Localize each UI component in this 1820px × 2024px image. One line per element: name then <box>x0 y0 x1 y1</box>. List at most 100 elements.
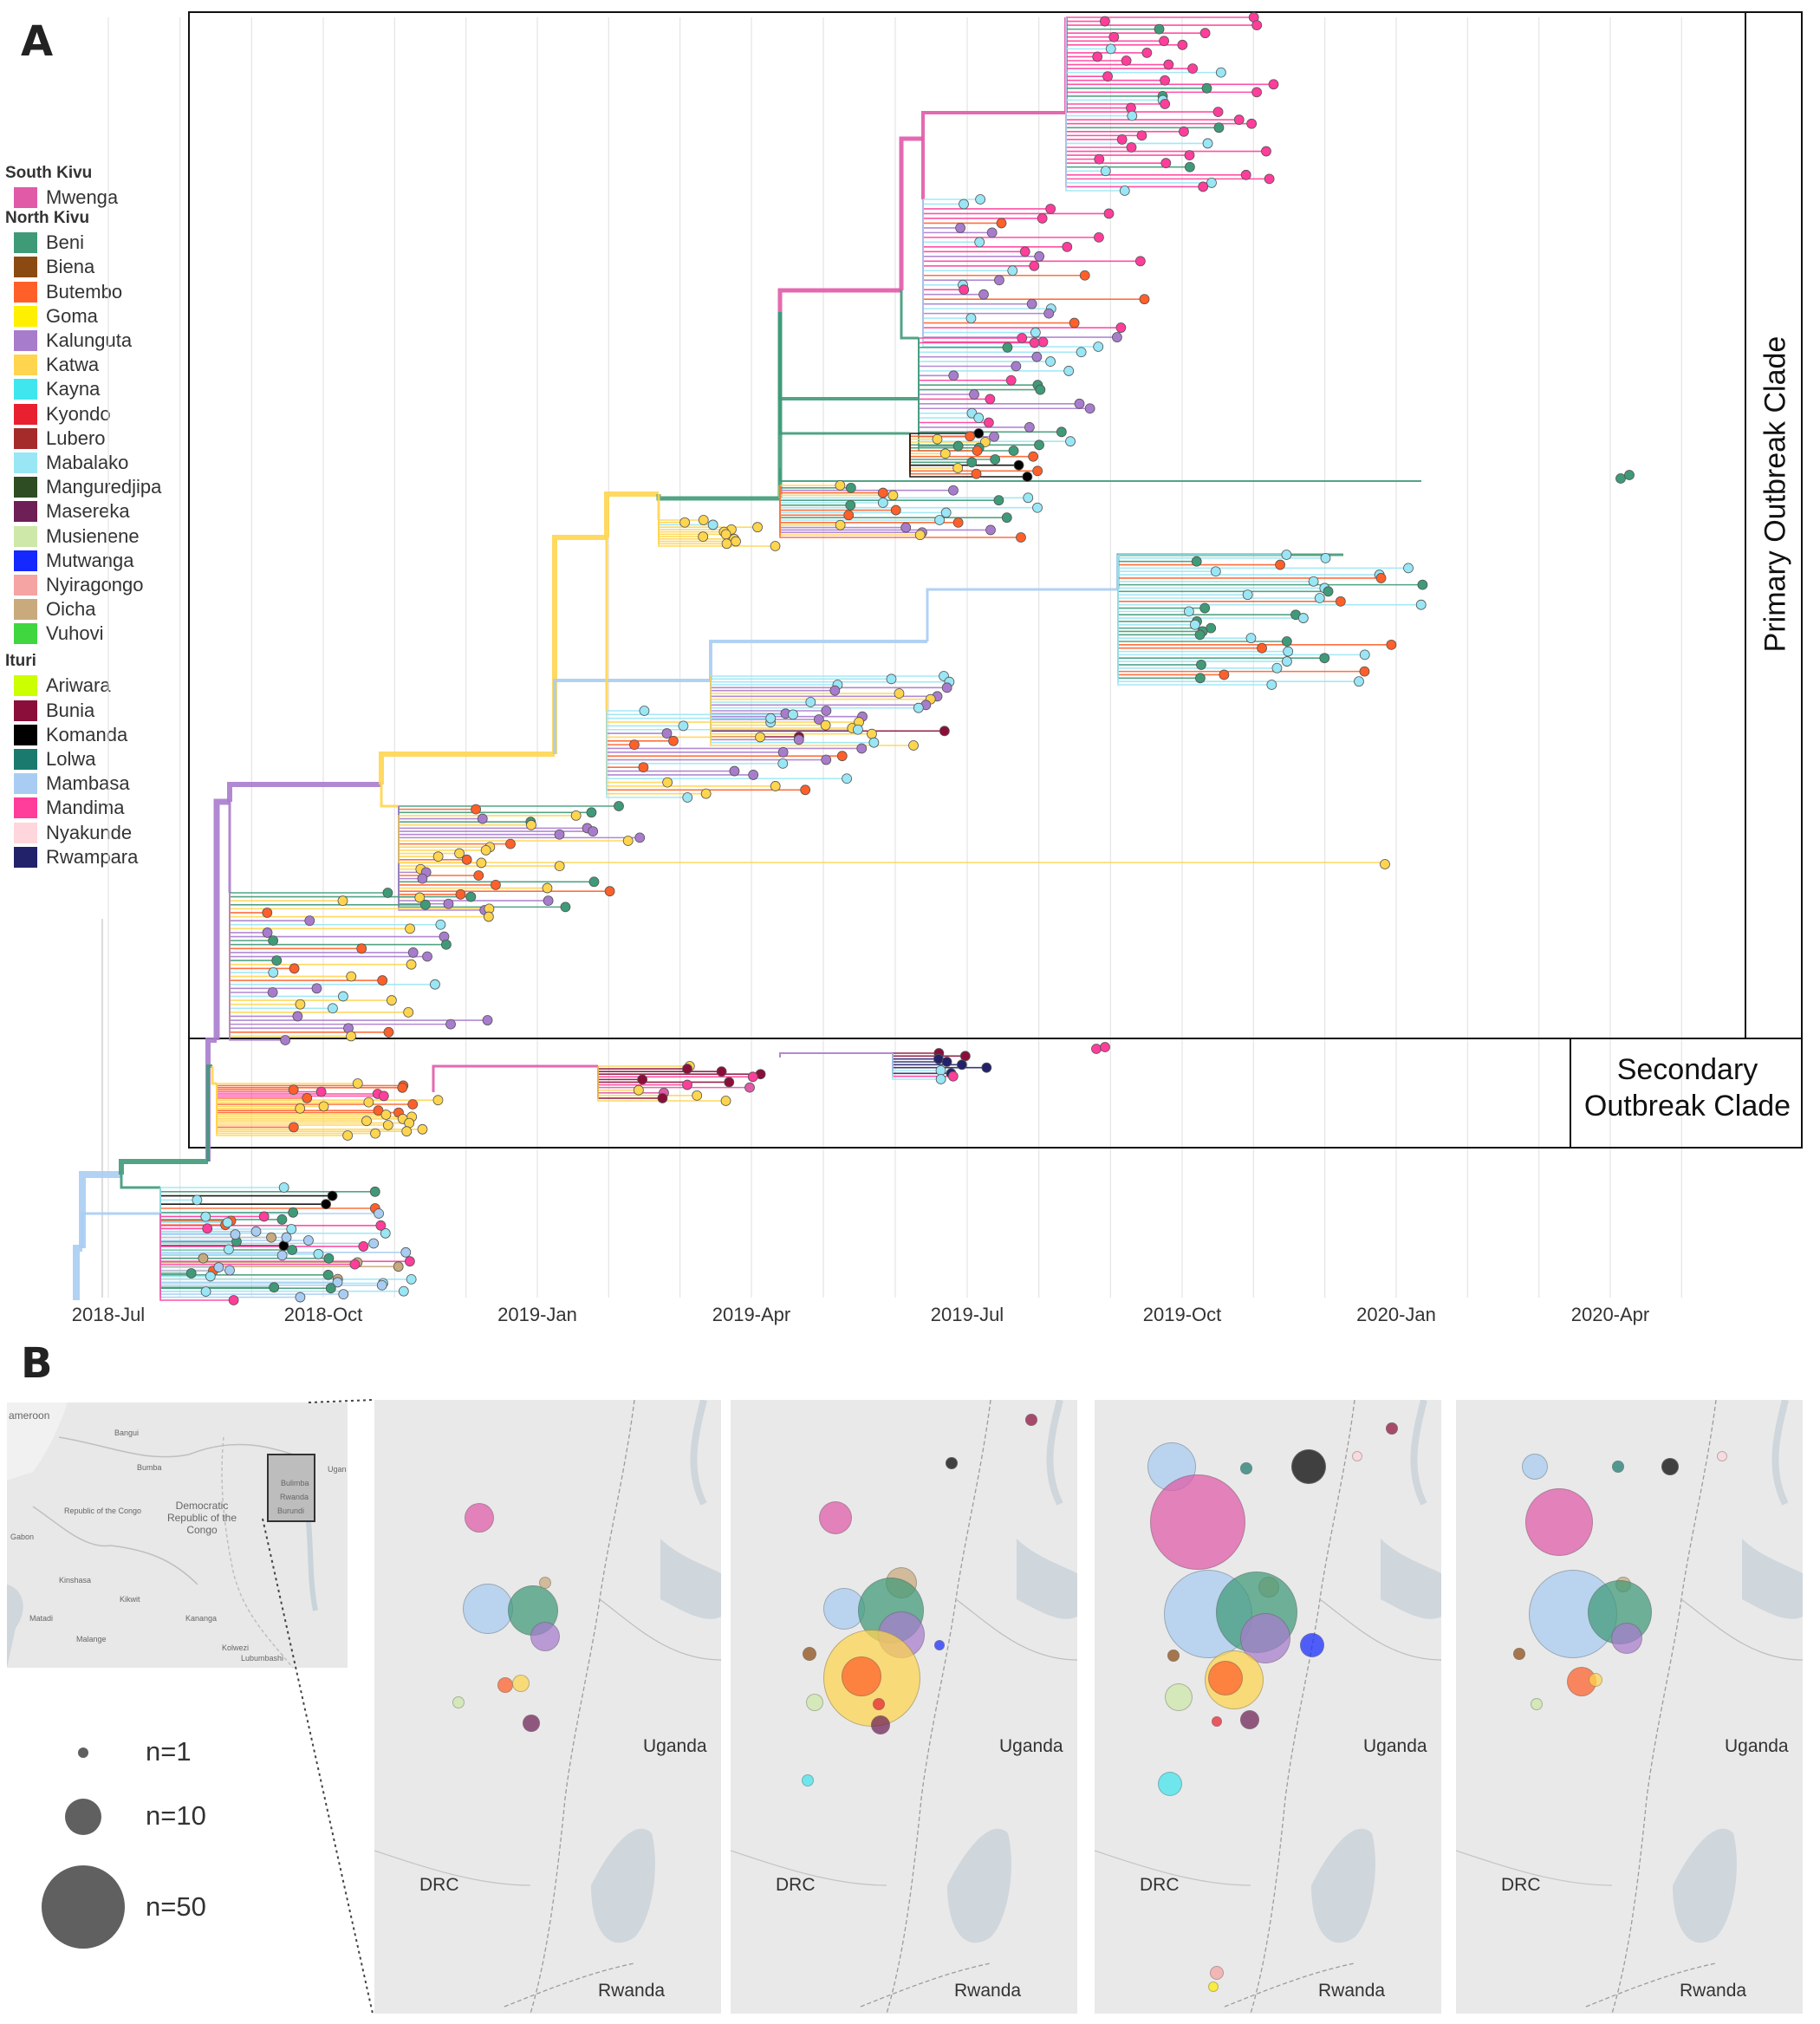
tree-tip <box>303 1235 314 1246</box>
tree-tip <box>230 1229 241 1240</box>
tree-tip <box>972 446 983 456</box>
tree-tip <box>629 739 640 751</box>
tree-tip <box>200 1211 211 1222</box>
legend-label: Mwenga <box>46 186 119 209</box>
case-bubble <box>1661 1458 1679 1475</box>
tree-tip <box>1177 39 1188 50</box>
tree-branch <box>159 1214 234 1301</box>
minimap-place-label: Kikwit <box>120 1595 140 1604</box>
tree-tip <box>588 876 600 888</box>
tree-tip <box>1266 680 1277 690</box>
tree-tip <box>639 706 650 716</box>
tree-tip <box>935 1074 946 1084</box>
tree-branch <box>922 199 1013 272</box>
legend-swatch <box>14 675 37 697</box>
tree-tip <box>352 1078 363 1089</box>
legend-swatch <box>14 305 37 327</box>
case-bubble <box>523 1715 540 1732</box>
primary-clade-label: Primary Outbreak Clade <box>1758 335 1791 653</box>
tree-tip <box>993 495 1004 506</box>
legend-swatch <box>14 599 37 621</box>
tree-branch <box>778 312 919 400</box>
tree-tip <box>374 1208 384 1219</box>
tree-tip <box>842 773 852 784</box>
legend-item: Mambasa <box>5 771 187 796</box>
tree-tip <box>406 959 417 970</box>
tree-tip <box>269 1282 280 1293</box>
legend-label: Lolwa <box>46 748 96 771</box>
tree-tip <box>1030 327 1041 338</box>
tree-branch <box>119 1159 208 1175</box>
tree-tip <box>491 880 501 890</box>
tree-tip <box>1160 158 1172 169</box>
case-bubble <box>1513 1648 1525 1660</box>
tree-branch <box>229 893 286 1041</box>
case-bubble <box>1525 1488 1593 1556</box>
minimap-place-label: Kinshasa <box>59 1576 92 1585</box>
tree-tip <box>1008 446 1019 456</box>
time-tick-label: 2019-Oct <box>1142 1304 1222 1325</box>
tree-tip <box>868 737 880 748</box>
tree-tip <box>744 1082 755 1093</box>
legend-group-title: South Kivu <box>5 164 93 182</box>
tree-tip <box>417 1123 428 1135</box>
legend-group-title: North Kivu <box>5 209 90 228</box>
tree-branch <box>778 312 910 435</box>
legend-item: Rwampara <box>5 845 187 869</box>
tree-branch <box>656 494 780 501</box>
tree-tip <box>1240 169 1251 180</box>
tree-tip <box>471 804 482 815</box>
tree-branch <box>710 676 914 746</box>
tree-tip <box>983 417 994 428</box>
tree-branch <box>1117 555 1421 606</box>
tree-tip <box>258 1211 270 1222</box>
tree-tip <box>473 870 484 881</box>
tree-tip <box>947 1071 959 1082</box>
tree-tip <box>422 951 432 962</box>
tree-tip <box>1019 246 1030 257</box>
minimap-place-label: Kananga <box>185 1614 218 1623</box>
legend-label: Oicha <box>46 598 96 621</box>
tree-tip <box>477 813 488 824</box>
tree-tip <box>295 999 306 1010</box>
tree-tip <box>461 854 472 865</box>
tree-branch <box>921 111 1066 139</box>
minimap-place-label: Republic of the Congo <box>64 1507 142 1515</box>
legend-item: Nyiragongo <box>5 573 187 597</box>
legend-label: Goma <box>46 304 98 327</box>
tree-tip <box>382 1120 393 1130</box>
tree-tip <box>1212 107 1224 117</box>
tree-branch <box>597 1066 698 1097</box>
size-legend-label: n=10 <box>146 1800 206 1831</box>
map-country-label: Rwanda <box>1318 1981 1386 2001</box>
tree-branch <box>398 806 531 823</box>
tree-tip <box>721 538 732 550</box>
legend-label: Mandima <box>46 797 125 819</box>
map-panel: Uganda DRC Rwanda <box>374 1400 721 2014</box>
legend-label: Katwa <box>46 354 100 376</box>
tree-tip <box>633 1084 644 1096</box>
case-bubble <box>452 1696 465 1708</box>
legend-label: Bunia <box>46 699 95 721</box>
tree-branch <box>1065 17 1108 77</box>
tree-tip <box>1100 1042 1110 1052</box>
tree-tip <box>1034 439 1044 451</box>
tree-tip <box>1139 294 1150 305</box>
size-legend-label: n=1 <box>146 1736 192 1767</box>
tree-tip <box>800 784 811 796</box>
tree-branch <box>922 199 1099 348</box>
tree-tips <box>185 12 1635 1305</box>
tree-branch <box>918 338 995 438</box>
tree-tip <box>1093 342 1104 352</box>
tree-tip <box>1031 351 1043 362</box>
tree-branch <box>777 288 901 312</box>
tree-branch <box>779 468 1421 482</box>
tree-tip <box>483 911 494 922</box>
tree-tip <box>836 751 848 762</box>
tree-branches <box>73 16 1423 1301</box>
case-bubble <box>823 1588 865 1630</box>
tree-tip <box>913 702 924 713</box>
tree-tip <box>1024 422 1035 433</box>
tree-tip <box>271 955 283 966</box>
tree-tip <box>542 882 553 894</box>
